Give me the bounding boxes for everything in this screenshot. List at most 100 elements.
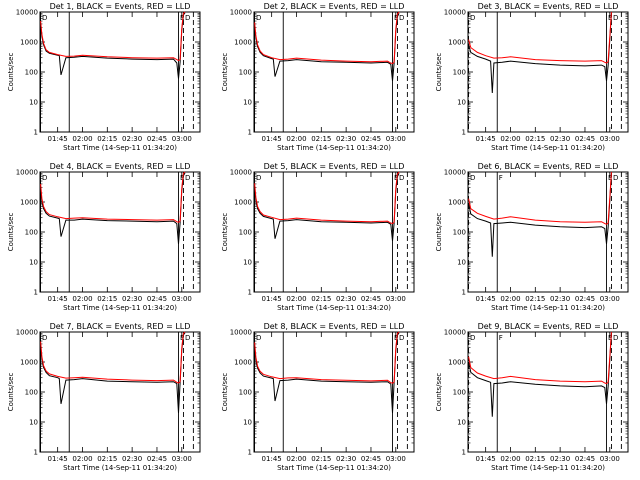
x-axis-label: Start Time (14-Sep-11 01:34:20) — [63, 304, 177, 312]
subplot: Det 8, BLACK = Events, RED = LLD 1 10 100 10… — [221, 322, 415, 472]
x-tick-label: 02:15 — [311, 135, 331, 143]
y-tick-label: 1 — [34, 449, 38, 457]
plot-frame — [467, 11, 629, 133]
x-tick-label: 02:45 — [147, 295, 167, 303]
y-axis-label: Counts/sec — [435, 53, 443, 92]
x-tick-label: 02:30 — [122, 295, 142, 303]
y-tick-label: 10 — [29, 419, 38, 427]
x-tick-label: 03:00 — [600, 455, 620, 463]
y-tick-label: 100 — [239, 389, 252, 397]
y-tick-label: 10 — [243, 259, 252, 267]
series-line-events — [40, 332, 186, 414]
y-tick-label: 10000 — [444, 329, 466, 337]
series-line-events — [40, 172, 186, 244]
x-tick-label: 03:00 — [386, 295, 406, 303]
x-axis-label: Start Time (14-Sep-11 01:34:20) — [277, 144, 391, 152]
x-tick-label: 02:30 — [550, 295, 570, 303]
y-tick-label: 10 — [243, 419, 252, 427]
plot-frame — [467, 331, 629, 453]
x-tick-label: 03:00 — [172, 295, 192, 303]
plot-title: Det 4, BLACK = Events, RED = LLD — [50, 162, 191, 171]
event-marker-label: D — [185, 174, 190, 182]
x-axis-label: Start Time (14-Sep-11 01:34:20) — [491, 464, 605, 472]
y-tick-label: 1 — [462, 129, 466, 137]
y-tick-label: 1 — [34, 129, 38, 137]
event-marker-label: D — [470, 174, 475, 182]
plot-title: Det 1, BLACK = Events, RED = LLD — [50, 2, 191, 11]
y-axis-label: Counts/sec — [435, 213, 443, 252]
x-tick-label: 02:15 — [525, 295, 545, 303]
series-line-lld — [468, 331, 612, 385]
plot-frame — [253, 331, 415, 453]
event-marker-label: D — [613, 14, 618, 22]
y-axis-label: Counts/sec — [221, 213, 229, 252]
event-marker-label: D — [256, 334, 261, 342]
event-marker-label: E — [608, 14, 612, 22]
x-tick-label: 02:45 — [361, 295, 381, 303]
x-tick-label: 02:45 — [575, 295, 595, 303]
y-axis-label: Counts/sec — [221, 53, 229, 92]
x-tick-label: 02:15 — [97, 455, 117, 463]
x-tick-label: 02:45 — [361, 455, 381, 463]
x-tick-label: 02:30 — [550, 455, 570, 463]
x-tick-label: 01:45 — [262, 295, 282, 303]
series-line-events — [468, 173, 612, 257]
y-tick-label: 1000 — [234, 199, 252, 207]
x-tick-label: 02:15 — [525, 455, 545, 463]
y-tick-label: 100 — [25, 389, 38, 397]
plot-frame — [253, 11, 415, 133]
y-tick-label: 1000 — [448, 199, 466, 207]
series-line-lld — [40, 171, 186, 223]
y-tick-label: 10000 — [444, 169, 466, 177]
y-tick-label: 10000 — [16, 9, 38, 17]
x-tick-label: 02:30 — [336, 295, 356, 303]
y-tick-label: 1 — [248, 289, 252, 297]
plot-title: Det 9, BLACK = Events, RED = LLD — [478, 322, 619, 331]
x-axis-label: Start Time (14-Sep-11 01:34:20) — [491, 304, 605, 312]
x-tick-label: 03:00 — [172, 135, 192, 143]
subplot: Det 4, BLACK = Events, RED = LLD 1 10 100 10… — [7, 162, 201, 312]
y-tick-label: 1000 — [20, 199, 38, 207]
event-marker-label: E — [608, 174, 612, 182]
plot-title: Det 2, BLACK = Events, RED = LLD — [264, 2, 405, 11]
series-line-lld — [40, 331, 186, 384]
x-tick-label: 02:00 — [500, 295, 520, 303]
y-tick-label: 1 — [462, 449, 466, 457]
y-tick-label: 1 — [462, 289, 466, 297]
series-line-lld — [254, 11, 400, 65]
subplot: Det 5, BLACK = Events, RED = LLD 1 10 100 10… — [221, 162, 415, 312]
y-tick-label: 10000 — [444, 9, 466, 17]
x-axis-label: Start Time (14-Sep-11 01:34:20) — [277, 464, 391, 472]
y-tick-label: 10 — [29, 99, 38, 107]
plot-title: Det 6, BLACK = Events, RED = LLD — [478, 162, 619, 171]
y-tick-label: 1000 — [448, 359, 466, 367]
x-tick-label: 02:45 — [147, 455, 167, 463]
plot-title: Det 8, BLACK = Events, RED = LLD — [264, 322, 405, 331]
event-marker-label: D — [613, 334, 618, 342]
x-tick-label: 03:00 — [600, 135, 620, 143]
x-tick-label: 01:45 — [48, 135, 68, 143]
event-marker-label: E — [180, 14, 184, 22]
series-line-events — [254, 13, 400, 82]
x-tick-label: 01:45 — [476, 135, 496, 143]
x-tick-label: 02:15 — [311, 295, 331, 303]
series-line-lld — [254, 331, 400, 384]
x-tick-label: 02:45 — [575, 135, 595, 143]
y-tick-label: 1 — [34, 289, 38, 297]
x-tick-label: 02:00 — [72, 455, 92, 463]
event-marker-label: D — [185, 14, 190, 22]
plot-frame — [39, 331, 201, 453]
x-tick-label: 02:45 — [361, 135, 381, 143]
y-tick-label: 100 — [453, 69, 466, 77]
event-marker-label: D — [256, 14, 261, 22]
series-line-events — [468, 333, 612, 417]
event-marker-label: D — [399, 14, 404, 22]
y-tick-label: 100 — [453, 389, 466, 397]
event-marker-label: E — [394, 174, 398, 182]
y-tick-label: 100 — [25, 69, 38, 77]
series-line-events — [254, 332, 400, 414]
series-line-lld — [254, 171, 400, 225]
event-marker-label: D — [613, 174, 618, 182]
x-axis-label: Start Time (14-Sep-11 01:34:20) — [491, 144, 605, 152]
